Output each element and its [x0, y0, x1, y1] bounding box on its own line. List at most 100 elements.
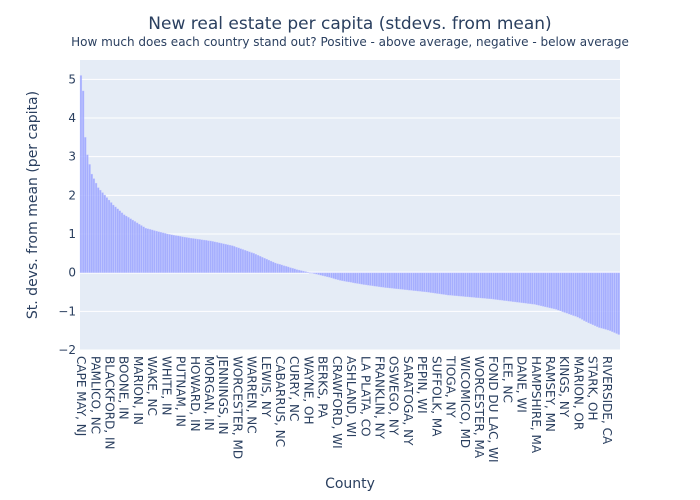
bar: [319, 272, 322, 276]
bar: [589, 272, 592, 325]
bar: [118, 210, 121, 273]
bar: [321, 272, 324, 276]
bars: [79, 75, 620, 335]
bar: [602, 272, 605, 329]
x-tick-label: JENNINGS, IN: [216, 355, 230, 435]
bar: [172, 235, 175, 273]
bar: [496, 272, 499, 300]
bar: [369, 272, 372, 286]
bar: [84, 137, 87, 273]
bar: [611, 272, 614, 332]
bar: [524, 272, 528, 304]
bar: [291, 268, 294, 273]
bar: [526, 272, 530, 304]
x-tick-label: MARION, IN: [131, 356, 145, 425]
bar: [168, 234, 171, 273]
bar: [310, 272, 314, 274]
y-axis-ticks: −2 −1 0 1 2 3 4 5: [58, 72, 76, 357]
bar: [360, 272, 363, 285]
bar: [358, 272, 361, 285]
bar: [412, 272, 415, 291]
bar: [345, 272, 348, 282]
bar: [244, 250, 247, 273]
bar: [537, 272, 540, 306]
bar: [444, 272, 448, 295]
bar: [479, 272, 482, 299]
bar: [347, 272, 350, 283]
bar: [466, 272, 469, 297]
bar: [334, 272, 337, 280]
y-tick-label: 0: [68, 266, 76, 280]
bar: [352, 272, 355, 283]
x-tick-label: SUFFOLK, MA: [429, 356, 443, 437]
bar: [442, 272, 445, 295]
bar: [92, 178, 96, 273]
bar: [427, 272, 430, 293]
bar: [86, 154, 89, 273]
y-tick-label: 5: [68, 72, 76, 86]
bar: [302, 270, 305, 273]
bar: [548, 272, 551, 309]
bar: [388, 272, 391, 289]
bar: [88, 164, 91, 273]
x-tick-label: WARREN, NC: [245, 356, 259, 434]
bar: [511, 272, 515, 302]
bar: [323, 272, 327, 277]
bar: [293, 268, 296, 273]
bar: [408, 272, 411, 291]
y-tick-label: −2: [58, 343, 76, 357]
bar: [313, 272, 316, 274]
bar: [157, 231, 160, 273]
bar: [529, 272, 532, 304]
x-tick-label: KINGS, NY: [557, 356, 571, 418]
bar: [228, 244, 232, 273]
bar: [535, 272, 538, 306]
bar: [341, 272, 344, 281]
bar: [550, 272, 553, 309]
chart-subtitle: How much does each country stand out? Po…: [71, 35, 629, 49]
bar: [194, 238, 197, 273]
bar: [183, 236, 186, 273]
x-tick-label: CAPE MAY, NJ: [74, 356, 88, 436]
x-tick-label: HAMPSHIRE, MA: [529, 356, 543, 454]
bar: [596, 272, 599, 327]
bar: [252, 253, 255, 273]
bar: [256, 255, 260, 273]
bar: [520, 272, 523, 303]
bar: [285, 266, 288, 273]
bar: [166, 233, 169, 273]
bar: [261, 257, 264, 273]
bar: [472, 272, 476, 298]
bar: [140, 225, 143, 273]
x-tick-label: BOONE, IN: [117, 356, 131, 420]
x-tick-label: PAMLICO, NC: [88, 356, 102, 434]
bar: [220, 243, 223, 273]
bar: [494, 272, 497, 300]
bar: [328, 272, 331, 278]
bar: [477, 272, 480, 298]
bar: [207, 240, 210, 273]
x-tick-label: MORGAN, IN: [202, 356, 216, 431]
bar: [580, 272, 584, 320]
x-tick-label: WORCESTER, MA: [472, 356, 486, 459]
bar: [501, 272, 504, 301]
bar: [600, 272, 603, 329]
bar: [475, 272, 478, 298]
bar: [490, 272, 493, 300]
bar: [198, 239, 201, 273]
bar: [226, 244, 229, 273]
bar: [423, 272, 426, 292]
bar: [306, 271, 309, 273]
bar: [298, 269, 301, 273]
bar: [364, 272, 368, 286]
x-tick-label: RAMSEY, MN: [543, 356, 557, 432]
bar: [507, 272, 510, 302]
bar: [159, 232, 162, 273]
bar: [518, 272, 521, 303]
bar: [107, 199, 111, 273]
bar: [436, 272, 439, 294]
x-tick-label: WHITE, IN: [159, 356, 173, 415]
bar: [190, 238, 193, 273]
bar: [133, 221, 137, 273]
bar: [317, 272, 320, 275]
